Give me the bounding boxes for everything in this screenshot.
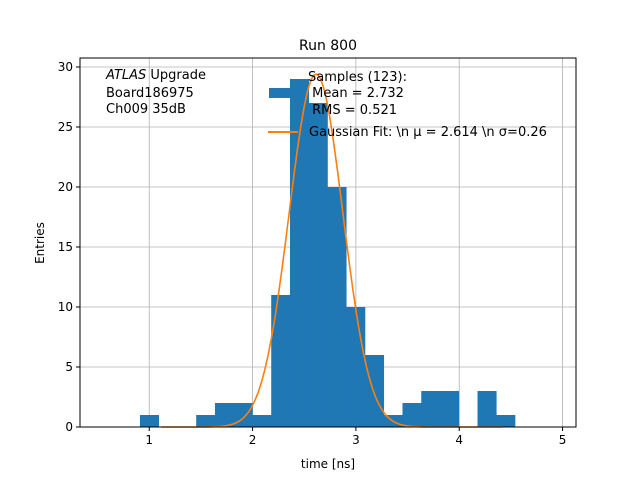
y-tick-label: 0 [65,420,73,434]
annotation-upgrade: Upgrade [146,68,206,83]
x-tick-label: 1 [145,433,153,447]
histogram-bar [139,415,159,427]
x-axis-label: time [ns] [301,457,355,471]
chart-title: Run 800 [299,38,357,54]
y-tick-label: 30 [58,60,73,74]
histogram-bar [271,295,291,427]
y-tick-label: 10 [58,300,73,314]
legend: Samples (123): Mean = 2.732 RMS = 0.521 … [268,70,547,140]
histogram-bar [196,415,216,427]
y-tick-label: 25 [58,120,73,134]
annotation-line-3: Ch009 35dB [106,102,186,117]
histogram-bar [496,415,516,427]
atlas-annotation: ATLAS Upgrade Board186975 Ch009 35dB [105,68,206,117]
x-tick-label: 5 [559,433,567,447]
histogram-bar [252,415,272,427]
axes-frame [79,57,577,428]
histogram-bar [477,391,497,427]
histogram-bar [402,403,422,427]
y-tick-label: 5 [65,360,73,374]
y-axis-label: Entries [33,222,47,264]
legend-samples-line-1: Samples (123): [308,70,407,85]
annotation-line-2: Board186975 [106,86,194,101]
histogram-bar [346,307,366,427]
histogram-bar [308,103,328,427]
histogram-bar [421,391,441,427]
histogram-bar [364,355,385,427]
x-tick-label: 3 [352,433,360,447]
y-tick-label: 15 [58,240,73,254]
legend-samples-line-2: Mean = 2.732 [308,86,404,101]
legend-samples-line-3: RMS = 0.521 [308,103,397,118]
histogram-bar [440,391,460,427]
atlas-italic: ATLAS [105,68,146,83]
y-tick-label: 20 [58,180,73,194]
annotation-line-1: ATLAS Upgrade [105,68,206,83]
histogram-bar [214,403,235,427]
x-tick-label: 2 [249,433,257,447]
legend-samples-patch [269,88,290,98]
histogram-bar [327,187,347,427]
x-tick-label: 4 [455,433,463,447]
legend-fit-label: Gaussian Fit: \n μ = 2.614 \n σ=0.26 [309,125,547,140]
